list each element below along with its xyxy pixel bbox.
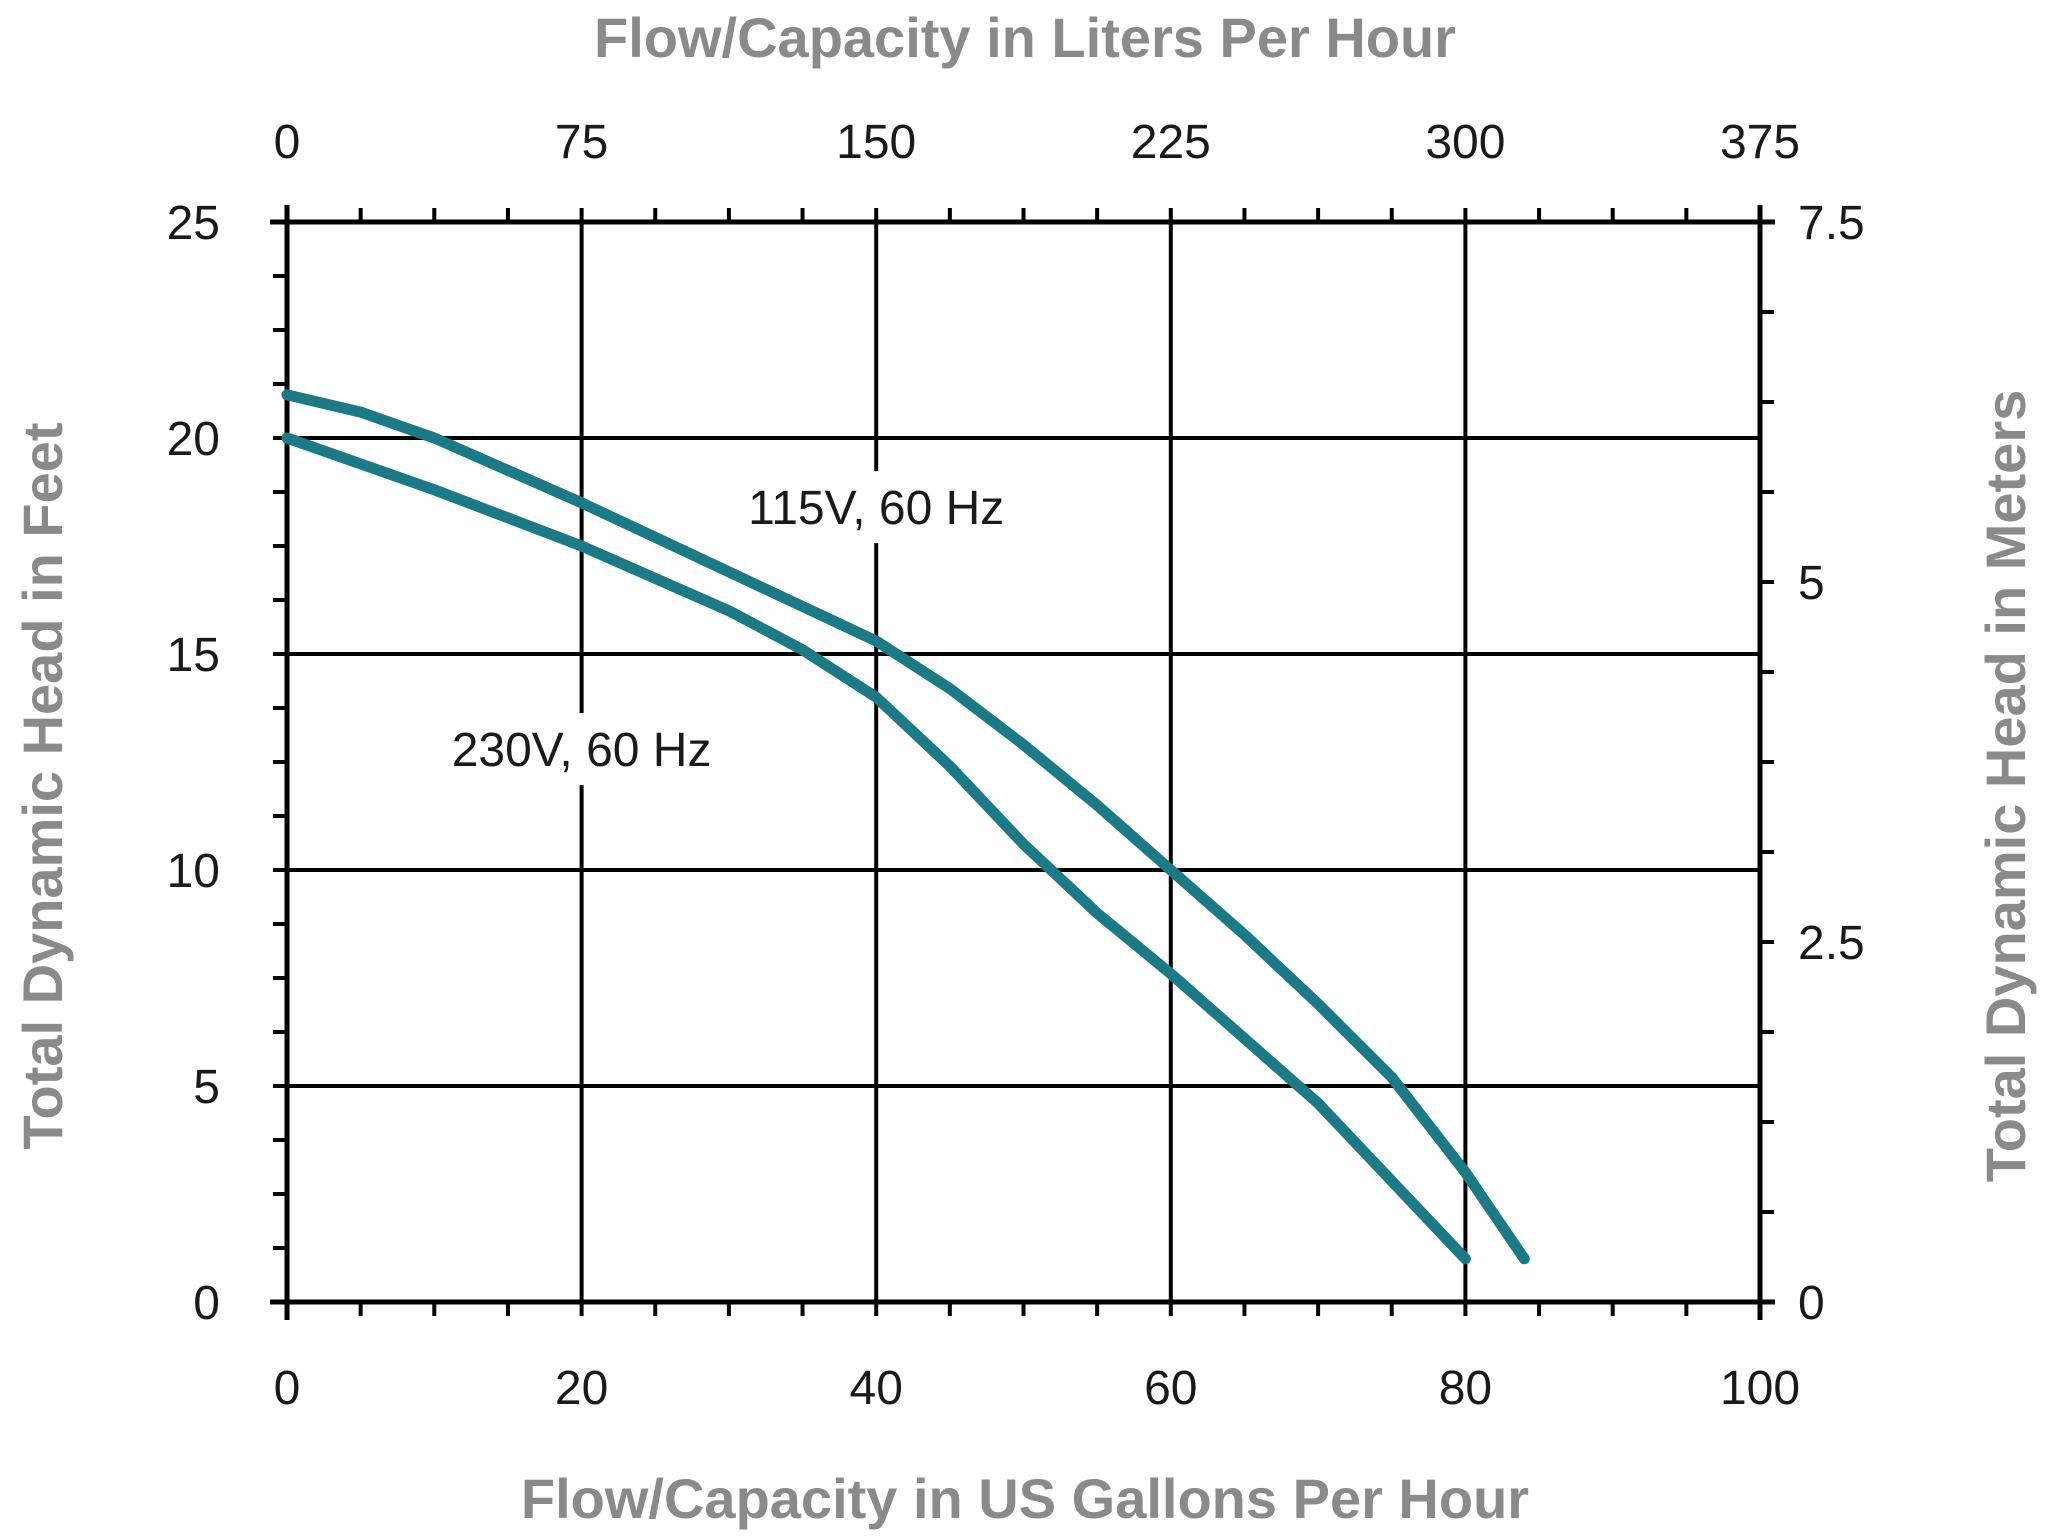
y2-tick-label: 5 [1798,557,1825,610]
x-tick-label: 60 [1144,1362,1197,1415]
x2-tick-label: 300 [1425,116,1505,169]
x2-axis-title: Flow/Capacity in Liters Per Hour [594,6,1456,69]
x-tick-label: 0 [274,1362,301,1415]
series-line-1 [281,432,1471,1265]
y2-tick-label: 2.5 [1798,917,1865,970]
y-tick-label: 10 [167,845,220,898]
y2-tick-label: 0 [1798,1277,1825,1330]
x-axis-title: Flow/Capacity in US Gallons Per Hour [521,1467,1529,1530]
annotation-layer: 115V, 60 Hz 230V, 60 Hz [451,471,1007,786]
series-line-0 [281,389,1530,1265]
series-layer [281,389,1530,1265]
x2-tick-label: 375 [1720,116,1800,169]
y-tick-label: 20 [167,413,220,466]
series-label-bg-0 [746,471,1007,544]
y-axis-title: Total Dynamic Head in Feet [11,422,74,1149]
y-tick-label: 0 [193,1277,220,1330]
y2-tick-label: 7.5 [1798,197,1865,250]
x-tick-label: 40 [850,1362,903,1415]
y-tick-label: 5 [193,1061,220,1114]
y-tick-label: 15 [167,629,220,682]
y-tick-label: 25 [167,197,220,250]
label-layer: 0 20 40 60 80 100 0 75 150 225 300 375 0 5 10 15 20 25 0 2.… [167,116,1865,1415]
series-label-0: 115V, 60 Hz [748,482,1004,535]
x-tick-label: 20 [555,1362,608,1415]
x2-tick-label: 0 [274,116,301,169]
series-label-1: 230V, 60 Hz [452,724,712,777]
x2-tick-label: 225 [1131,116,1211,169]
x2-tick-label: 75 [555,116,608,169]
x-tick-label: 100 [1720,1362,1800,1415]
x2-tick-label: 150 [836,116,916,169]
tick-layer [273,208,1774,1316]
series-label-bg-1 [451,713,712,786]
y2-axis-title: Total Dynamic Head in Meters [1974,390,2037,1183]
x-tick-label: 80 [1439,1362,1492,1415]
